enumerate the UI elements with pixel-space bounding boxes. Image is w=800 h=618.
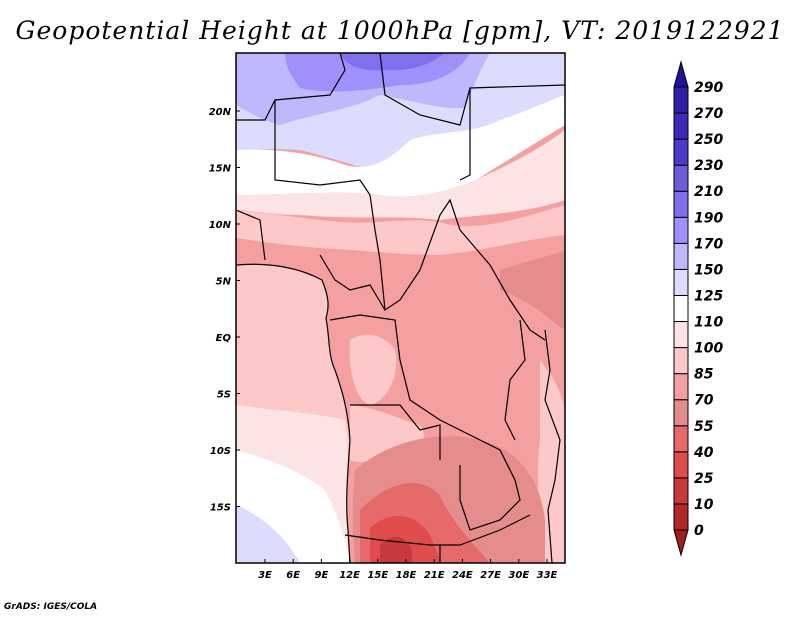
colorbar-label: 190 — [694, 210, 723, 226]
colorbar: 0 10 25 40 55 70 85 100 110 125 150 170 190 210 230 250… — [673, 60, 723, 557]
lat-tick-label: 5N — [216, 277, 232, 288]
colorbar-box — [673, 477, 689, 505]
colorbar-label: 210 — [694, 184, 723, 200]
colorbar-box — [673, 216, 689, 244]
coastlines-borders — [236, 53, 565, 563]
lon-tick-label: 18E — [396, 570, 417, 581]
colorbar-box — [673, 425, 689, 453]
field-85-100-east — [537, 360, 565, 563]
colorbar-box — [673, 164, 689, 192]
lat-tick-label: 5S — [217, 390, 231, 401]
colorbar-label: 250 — [694, 132, 723, 148]
lon-tick-labels: 3E 6E 9E 12E 15E 18E 21E 24E 27E 30E 33E — [258, 559, 558, 581]
colorbar-box — [673, 190, 689, 218]
colorbar-label: 110 — [694, 315, 723, 331]
lon-tick-label: 9E — [315, 570, 329, 581]
lon-tick-label: 15E — [367, 570, 388, 581]
colorbar-label: 230 — [694, 158, 723, 174]
colorbar-label: 40 — [693, 445, 714, 461]
colorbar-label: 125 — [694, 288, 723, 304]
lon-tick-label: 21E — [424, 570, 445, 581]
colorbar-label: 10 — [694, 497, 714, 513]
map-field — [236, 53, 565, 563]
colorbar-below-triangle — [673, 529, 689, 557]
colorbar-label: 85 — [694, 367, 714, 383]
field-55-70-east — [500, 250, 565, 330]
lat-tick-label: 15S — [210, 503, 231, 514]
field-10-25 — [380, 536, 412, 563]
colorbar-label: 100 — [694, 341, 723, 357]
colorbar-box — [673, 268, 689, 296]
colorbar-box — [673, 347, 689, 375]
colorbar-label: 25 — [694, 471, 714, 487]
colorbar-label: 170 — [694, 236, 723, 252]
lon-tick-label: 27E — [480, 570, 501, 581]
field-125-150-south — [236, 505, 300, 563]
colorbar-label: 70 — [694, 393, 714, 409]
colorbar-label: 150 — [694, 262, 723, 278]
field-110-125 — [236, 95, 565, 199]
lat-tick-label: 10S — [210, 446, 231, 457]
colorbar-box — [673, 373, 689, 401]
map-frame — [235, 52, 566, 564]
lat-tick-label: EQ — [216, 333, 232, 344]
colorbar-box — [673, 112, 689, 140]
field-100-110 — [236, 130, 565, 220]
lon-tick-label: 30E — [508, 570, 529, 581]
plot-title: Geopotential Height at 1000hPa [gpm], VT… — [15, 16, 785, 45]
colorbar-box — [673, 138, 689, 166]
lat-tick-label: 15N — [209, 164, 232, 175]
lat-tick-label: 10N — [209, 220, 232, 231]
lon-tick-label: 3E — [258, 570, 272, 581]
lon-tick-label: 6E — [286, 570, 300, 581]
colorbar-box — [673, 451, 689, 479]
colorbar-box — [673, 503, 689, 531]
field-190-210 — [340, 53, 445, 71]
grads-credit: GrADS: IGES/COLA — [4, 602, 98, 612]
lon-tick-label: 12E — [339, 570, 360, 581]
lon-tick-label: 24E — [452, 570, 473, 581]
colorbar-box — [673, 399, 689, 427]
field-85-100-gabon — [349, 334, 397, 405]
colorbar-label: 0 — [694, 523, 704, 539]
colorbar-box — [673, 321, 689, 349]
colorbar-above-triangle — [673, 60, 689, 88]
colorbar-box — [673, 294, 689, 323]
field-85-100-north — [236, 205, 565, 255]
lat-tick-labels: 20N 15N 10N 5N EQ 5S 10S 15S — [209, 107, 240, 514]
lat-tick-label: 20N — [209, 107, 232, 118]
colorbar-box — [673, 86, 689, 114]
colorbar-box — [673, 242, 689, 270]
lon-tick-label: 33E — [537, 570, 558, 581]
colorbar-label: 290 — [694, 80, 723, 96]
colorbar-label: 270 — [694, 106, 723, 122]
colorbar-label: 55 — [694, 419, 714, 435]
